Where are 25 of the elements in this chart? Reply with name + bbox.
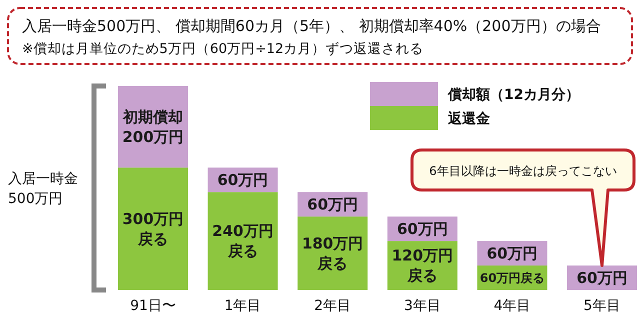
data-label: 60万円 — [396, 220, 448, 238]
x-tick-label: 2年目 — [314, 298, 352, 314]
data-label: 240万円戻る — [212, 222, 274, 260]
chart-subtitle: ※償却は月単位のため5万円（60万円÷12カ月）ずつ返還される — [22, 41, 424, 57]
legend-label: 償却額（12カ月分） — [447, 86, 580, 103]
data-label: 300万円戻る — [122, 210, 184, 248]
annotation: 6年目以降は一時金は戻ってこない — [429, 164, 617, 178]
x-tick-label: 5年目 — [584, 298, 620, 314]
bar — [118, 168, 188, 290]
x-tick-label: 3年目 — [404, 298, 441, 314]
data-label: 60万円 — [486, 244, 538, 262]
x-tick-label: 1年目 — [224, 298, 262, 314]
x-tick-label: 91日〜 — [130, 298, 176, 314]
data-label: 60万円 — [307, 195, 358, 214]
legend-label: 返還金 — [447, 110, 491, 127]
x-tick-label: 4年目 — [494, 298, 531, 314]
data-label: 初期償却200万円 — [122, 108, 184, 146]
data-label: 60万円 — [217, 170, 268, 189]
data-label: 120万円戻る — [392, 246, 454, 285]
data-label: 60万円戻る — [480, 270, 545, 285]
data-label: 180万円戻る — [302, 234, 364, 272]
chart-title: 入居一時金500万円、 償却期間60カ月（5年）、 初期償却率40%（200万円）の場合 — [22, 17, 601, 35]
bar — [208, 192, 278, 290]
text: 入居一時金500万円 — [8, 171, 78, 207]
data-label: 60万円 — [576, 268, 628, 287]
